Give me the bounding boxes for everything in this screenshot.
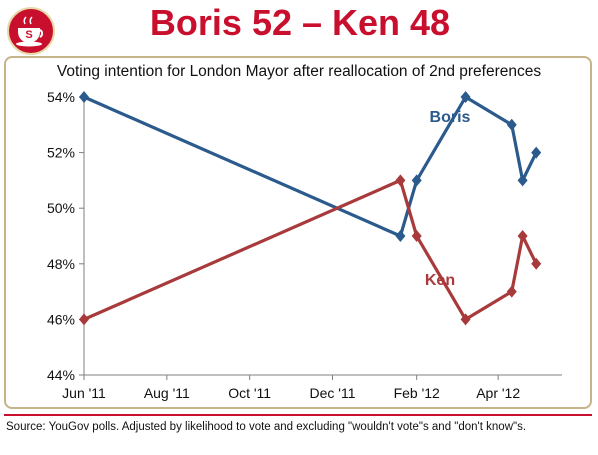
series-label-ken: Ken — [425, 272, 455, 289]
data-point-boris — [506, 118, 517, 131]
data-point-boris — [395, 230, 406, 242]
y-tick-label: 48% — [47, 256, 75, 272]
x-tick-label: Jun '11 — [62, 385, 106, 401]
x-tick-label: Apr '12 — [476, 385, 520, 401]
logo-letter: S — [25, 29, 32, 41]
data-point-ken — [517, 230, 528, 242]
data-point-ken — [411, 230, 422, 242]
data-point-boris — [411, 174, 422, 187]
data-point-boris — [517, 174, 528, 187]
y-tick-label: 52% — [47, 145, 75, 161]
y-tick-label: 46% — [47, 311, 75, 327]
footer-divider — [4, 414, 592, 416]
chart-title: Voting intention for London Mayor after … — [56, 63, 542, 80]
x-tick-label: Dec '11 — [310, 385, 356, 401]
data-point-ken — [460, 313, 471, 326]
x-tick-label: Aug '11 — [144, 385, 190, 401]
data-point-boris — [79, 91, 89, 103]
data-point-boris — [460, 91, 471, 103]
data-point-ken — [506, 285, 517, 298]
y-tick-label: 54% — [47, 89, 75, 105]
data-point-ken — [395, 174, 406, 187]
data-point-boris — [531, 146, 542, 159]
source-note: Source: YouGov polls. Adjusted by likeli… — [6, 421, 527, 433]
x-tick-label: Feb '12 — [394, 385, 440, 401]
data-point-ken — [79, 313, 89, 326]
page-title: Boris 52 – Ken 48 — [149, 2, 451, 43]
data-point-ken — [531, 257, 542, 270]
series-line-ken — [83, 178, 538, 321]
y-tick-label: 50% — [47, 200, 75, 216]
teacup-logo-icon: S — [7, 7, 55, 55]
series-label-boris: Boris — [430, 109, 471, 126]
y-tick-label: 44% — [47, 367, 75, 383]
x-tick-label: Oct '11 — [228, 385, 271, 401]
